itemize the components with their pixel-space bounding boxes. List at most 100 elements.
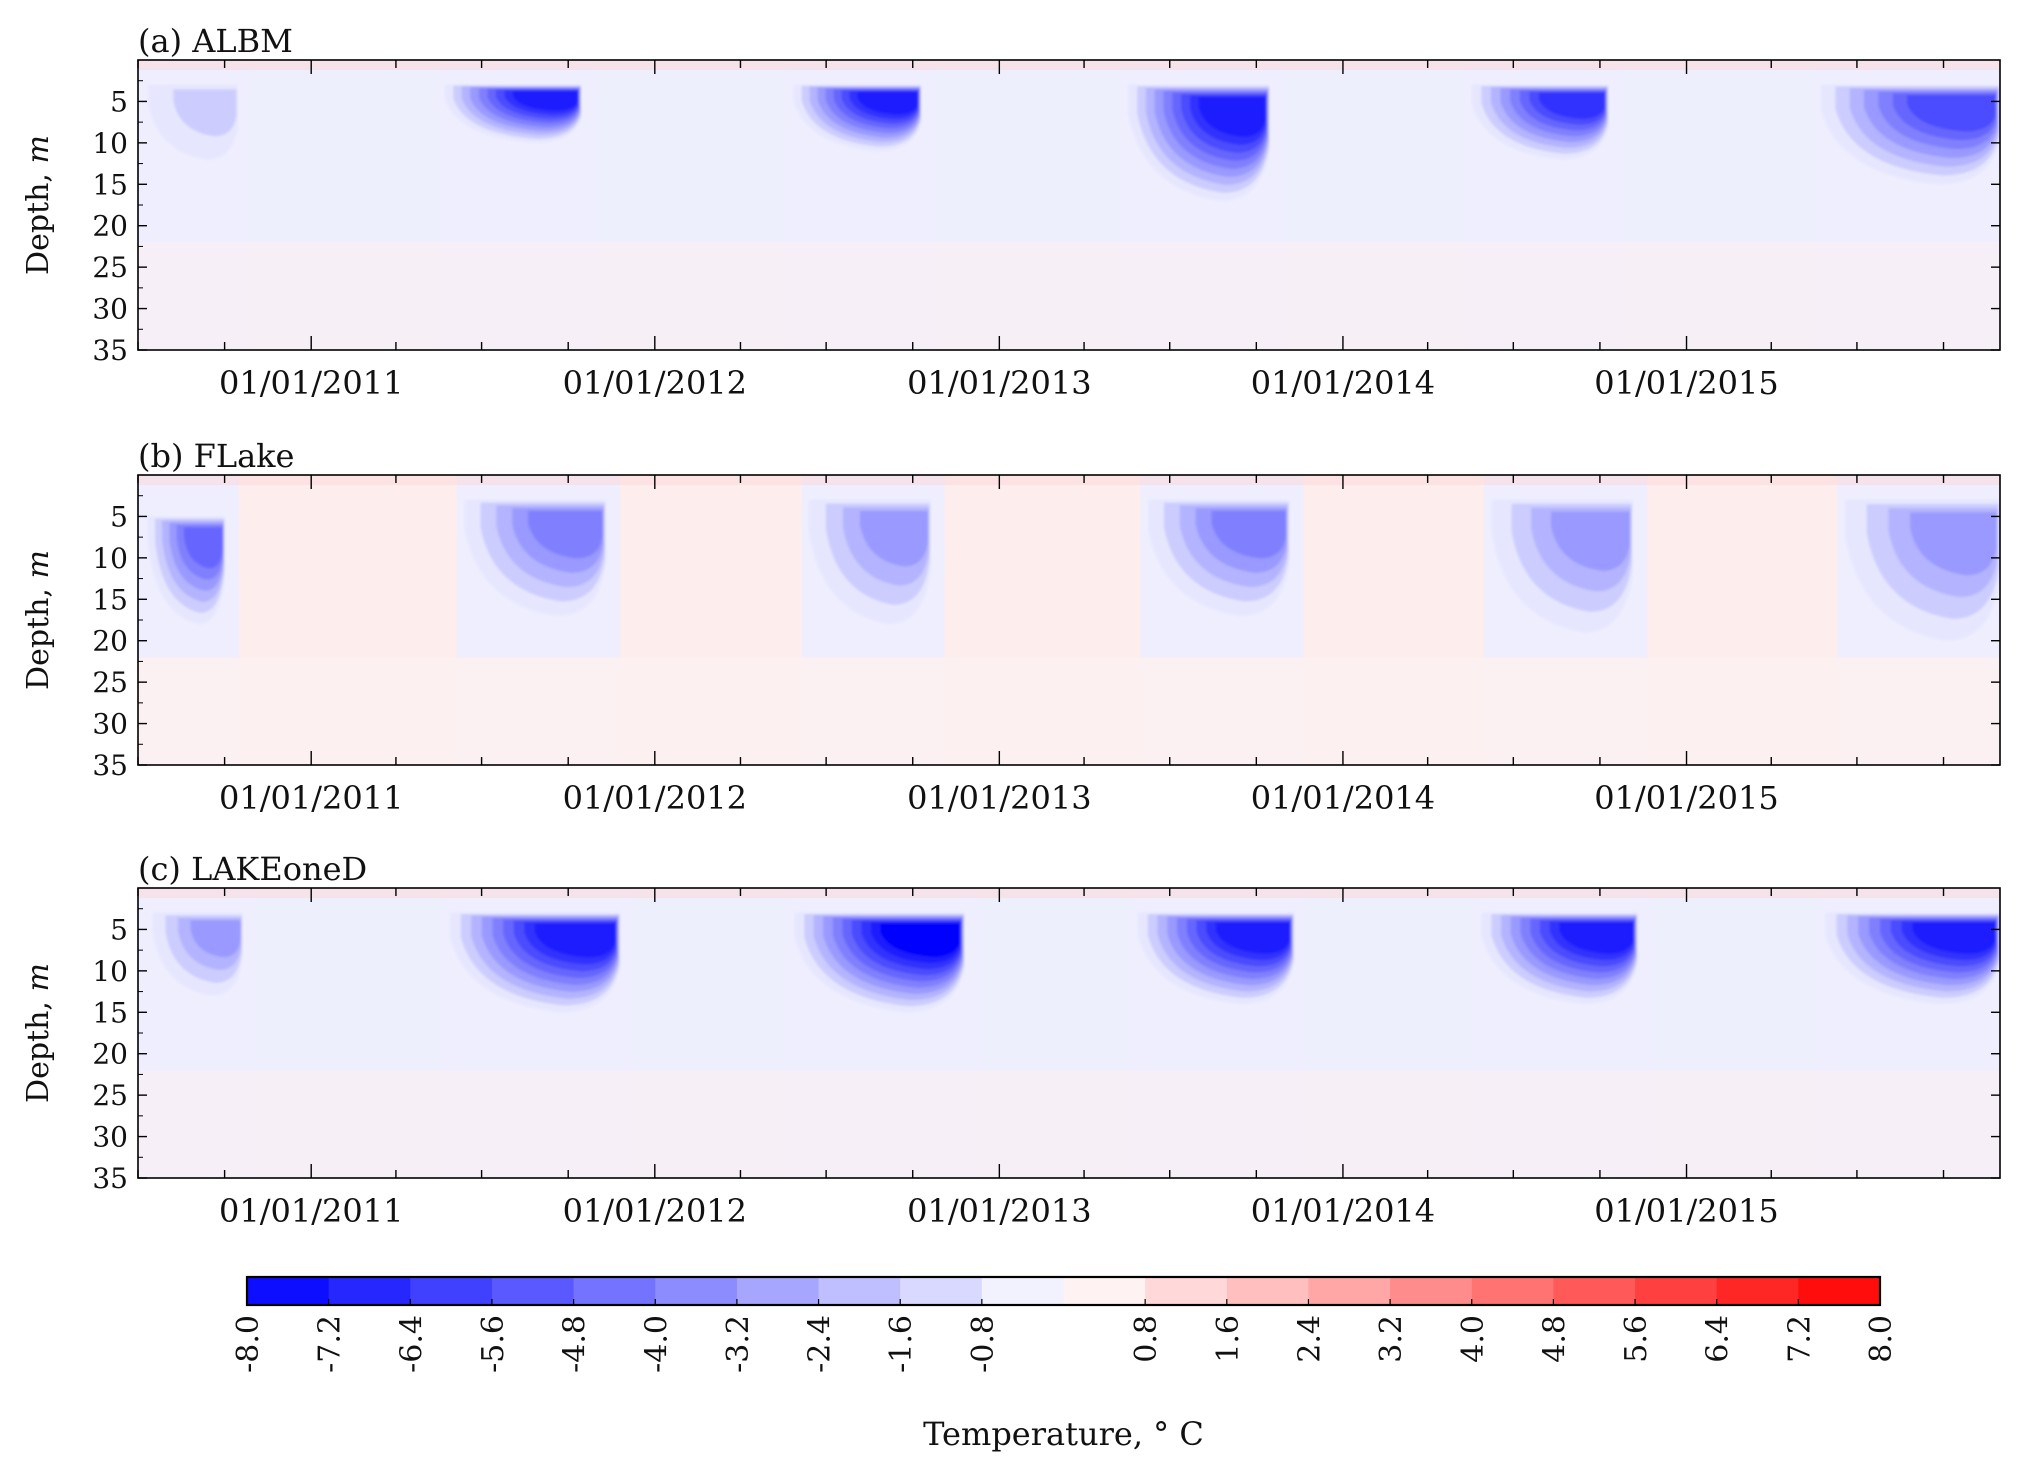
colorbar-swatch: [1226, 1277, 1310, 1305]
y-axis-unit: m: [21, 135, 56, 163]
contour-level: [1198, 97, 1266, 137]
heatmap-field: [138, 888, 2000, 1178]
thermocline-blob: [1821, 84, 2000, 185]
thermocline-blob: [444, 84, 582, 143]
colorbar-tick-label: -1.6: [884, 1315, 919, 1373]
thermocline-blob: [794, 912, 965, 1013]
colorbar-swatch: [410, 1277, 493, 1305]
colorbar-tick-label: 4.8: [1537, 1315, 1572, 1363]
panel-title: (b) FLake: [138, 437, 294, 475]
panel-title: (a) ALBM: [138, 22, 293, 60]
colorbar-swatch: [1145, 1277, 1228, 1305]
colorbar-tick-label: -5.6: [476, 1315, 511, 1373]
panel-3: (c) LAKEoneD 5 10 15 20 25 30 35 Depth, m 01/01/2…: [21, 850, 2001, 1230]
contour-level: [534, 923, 616, 958]
contour-level: [1215, 922, 1290, 954]
contour-level: [1551, 511, 1630, 571]
colorbar-tick-label: -6.4: [394, 1315, 429, 1373]
colorbar-tick-label: 6.4: [1701, 1315, 1736, 1363]
contour-level: [1538, 92, 1605, 119]
colorbar-tick-label: 8.0: [1864, 1315, 1899, 1363]
colorbar-tick-label: 5.6: [1619, 1315, 1654, 1363]
contour-level: [860, 511, 928, 567]
x-tick-label: 01/01/2015: [1594, 1192, 1778, 1230]
y-tick-label: 5: [110, 913, 128, 946]
thermocline-blob: [1491, 499, 1633, 633]
colorbar-swatch: [981, 1277, 1065, 1305]
deep-layer: [138, 242, 2000, 350]
y-tick-label: 25: [92, 251, 128, 284]
deep-layer: [138, 1070, 2000, 1178]
y-tick-label: 35: [92, 749, 128, 782]
x-tick-label: 01/01/2012: [563, 779, 747, 817]
contour-level: [183, 527, 223, 569]
colorbar-swatch: [736, 1277, 820, 1305]
y-tick-label: 35: [92, 1162, 128, 1195]
colorbar-swatch: [491, 1277, 575, 1305]
colorbar-tick-label: 3.2: [1374, 1315, 1409, 1363]
contour-level: [1910, 512, 1997, 576]
x-tick-label: 01/01/2014: [1251, 364, 1435, 402]
x-tick-label: 01/01/2014: [1251, 1192, 1435, 1230]
thermocline-blob: [148, 84, 238, 160]
thermocline-blob: [1481, 912, 1638, 1004]
colorbar-tick-label: 4.0: [1456, 1315, 1491, 1363]
surface-layer: [138, 60, 2000, 70]
thermocline-blob: [1148, 499, 1290, 616]
thermocline-blob: [1138, 912, 1294, 1004]
colorbar-swatch: [1471, 1277, 1554, 1305]
colorbar: -8.0 -7.2 -6.4 -5.6 -4.8 -4.0 -3.2 -2.4 -1.6 -0.8…: [231, 1275, 1899, 1453]
colorbar-tick-label: -3.2: [721, 1315, 756, 1373]
x-tick-label: 01/01/2012: [563, 364, 747, 402]
x-tick-label: 01/01/2013: [907, 364, 1091, 402]
panel-1: (a) ALBM 5 10 15 20 25 30 35 Depth, m 01/01/2011 0…: [21, 22, 2001, 402]
colorbar-swatch: [818, 1277, 901, 1305]
y-axis-unit: m: [21, 550, 56, 578]
thermocline-blob: [808, 499, 931, 625]
colorbar-swatch: [573, 1277, 656, 1305]
colorbar-swatch: [1716, 1277, 1799, 1305]
thermocline-blob: [450, 912, 620, 1013]
thermocline-blob: [1845, 499, 2000, 641]
colorbar-tick-label: 2.4: [1292, 1315, 1327, 1363]
colorbar-tick-label: -7.2: [313, 1315, 348, 1373]
y-tick-label: 10: [92, 955, 128, 988]
surface-layer: [138, 475, 2000, 485]
x-tick-label: 01/01/2015: [1594, 779, 1778, 817]
contour-level: [512, 91, 578, 111]
y-tick-label: 10: [92, 127, 128, 160]
y-axis-label: Depth, m: [21, 963, 56, 1103]
colorbar-tick-label: -4.8: [558, 1315, 593, 1373]
colorbar-label: Temperature, ° C: [923, 1415, 1204, 1453]
y-tick-label: 20: [92, 1038, 128, 1071]
colorbar-tick-label: 0.8: [1129, 1315, 1164, 1363]
y-tick-label: 5: [110, 500, 128, 533]
colorbar-tick-label: -8.0: [231, 1315, 266, 1373]
thermocline-blob: [793, 84, 922, 152]
y-tick-label: 10: [92, 542, 128, 575]
deep-layer: [138, 657, 2000, 765]
thermocline-blob: [464, 499, 606, 616]
colorbar-swatch: [1635, 1277, 1718, 1305]
y-axis-label: Depth, m: [21, 135, 56, 275]
colorbar-swatch: [247, 1277, 330, 1305]
colorbar-swatch: [1308, 1277, 1391, 1305]
thermocline-blob: [1825, 912, 2000, 1004]
y-tick-label: 15: [92, 168, 128, 201]
colorbar-swatch: [900, 1277, 983, 1305]
panel-title: (c) LAKEoneD: [138, 850, 367, 888]
contour-level: [1912, 922, 1996, 954]
y-tick-label: 30: [92, 293, 128, 326]
y-tick-label: 25: [92, 666, 128, 699]
x-tick-label: 01/01/2014: [1251, 779, 1435, 817]
heatmap-field: [138, 60, 2000, 350]
x-tick-label: 01/01/2012: [563, 1192, 747, 1230]
y-tick-label: 35: [92, 334, 128, 367]
contour-level: [1907, 95, 1996, 132]
x-tick-label: 01/01/2013: [907, 779, 1091, 817]
colorbar-swatch: [655, 1277, 738, 1305]
y-tick-label: 25: [92, 1079, 128, 1112]
x-tick-label: 01/01/2013: [907, 1192, 1091, 1230]
contour-level: [190, 920, 241, 958]
